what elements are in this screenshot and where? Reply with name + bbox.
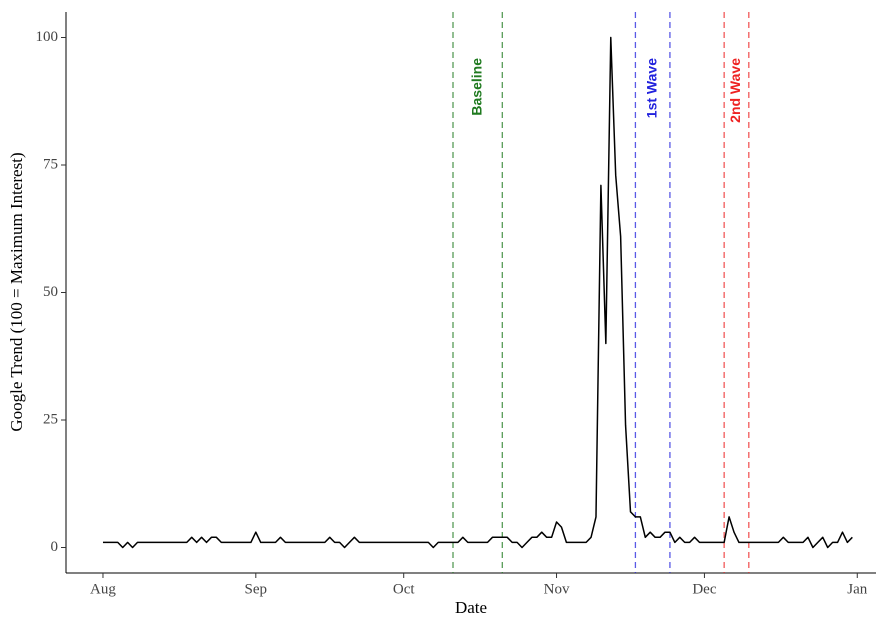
y-axis-title: Google Trend (100 = Maximum Interest) bbox=[7, 152, 26, 431]
period-label: 2nd Wave bbox=[727, 58, 743, 123]
y-tick-label: 75 bbox=[43, 156, 58, 172]
x-tick-label: Oct bbox=[393, 581, 415, 597]
x-axis-title: Date bbox=[455, 598, 487, 617]
y-tick-label: 50 bbox=[43, 284, 58, 300]
x-tick-label: Aug bbox=[90, 581, 116, 597]
trend-line bbox=[102, 36, 853, 549]
period-label: 1st Wave bbox=[643, 58, 659, 118]
x-tick-label: Sep bbox=[245, 581, 268, 597]
y-tick-label: 0 bbox=[51, 539, 59, 555]
y-tick-label: 25 bbox=[43, 411, 58, 427]
x-tick-label: Nov bbox=[544, 581, 570, 597]
x-tick-label: Dec bbox=[692, 581, 716, 597]
period-label: Baseline bbox=[468, 58, 484, 116]
x-tick-label: Jan bbox=[847, 581, 867, 597]
y-tick-label: 100 bbox=[36, 29, 59, 45]
